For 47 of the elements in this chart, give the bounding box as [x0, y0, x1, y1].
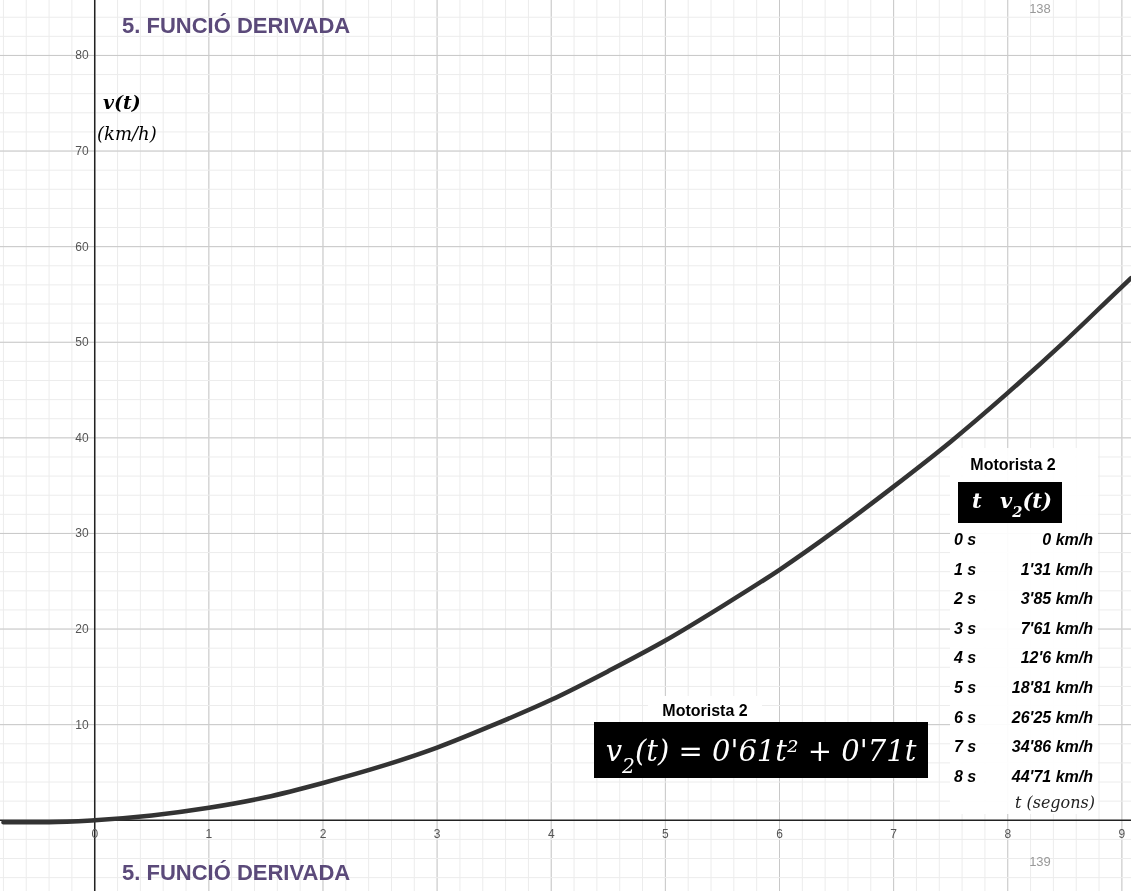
- annotation: 138: [1029, 1, 1051, 16]
- annotation: 12'6 km/h: [1020, 649, 1094, 667]
- y-axis-title: v(t) (km/h): [97, 91, 157, 144]
- annotation: Motorista 2: [662, 702, 748, 719]
- annotation: 6 s: [954, 708, 977, 726]
- x-tick-label: 2: [319, 827, 327, 842]
- y-tick-label: 70: [75, 144, 90, 159]
- annotation: 44'71 km/h: [1010, 767, 1094, 785]
- annotation: 18'81 km/h: [1011, 679, 1094, 696]
- x-tick-label: 9: [1118, 827, 1126, 842]
- annotation: 7'61 km/h: [1020, 619, 1094, 637]
- annotation: 1'31 km/h: [1020, 560, 1094, 578]
- x-tick-label: 8: [1004, 827, 1012, 842]
- y-tick-label: 40: [75, 430, 90, 445]
- annotation: 4 s: [953, 649, 977, 667]
- line-series: [1, 275, 1131, 825]
- annotation: 8 s: [954, 767, 977, 785]
- annotation: 5. FUNCIÓ DERIVADA: [122, 860, 351, 885]
- annotation: 0 s: [954, 531, 977, 548]
- annotation: 3 s: [954, 619, 977, 637]
- x-tick-label: 4: [547, 827, 555, 842]
- annotation: 26'25 km/h: [1010, 708, 1094, 726]
- annotation: v$_{2}$(t): [1000, 488, 1053, 520]
- annotation: 34'86 km/h: [1011, 738, 1094, 756]
- annotation: v$_{2}$(t) = 0'61t² + 0'71t: [605, 734, 917, 778]
- x-tick-label: 5: [662, 827, 670, 842]
- y-tick-label: 80: [75, 48, 90, 63]
- x-tick-label: 1: [205, 827, 213, 842]
- annotation: 0 km/h: [1042, 531, 1094, 548]
- annotation: 1 s: [954, 560, 977, 578]
- x-tick-label: 7: [890, 827, 898, 842]
- annotation: Motorista 2: [970, 456, 1056, 473]
- y-tick-label: 60: [75, 239, 90, 254]
- text: 5. FUNCIÓ DERIVADA: [122, 13, 351, 38]
- annotation: 2 s: [953, 590, 977, 608]
- x-axis-title: t (segons): [1014, 793, 1095, 812]
- x-tick-label: 3: [433, 827, 441, 842]
- y-tick-label: 10: [75, 717, 90, 732]
- annotation: 7 s: [954, 738, 977, 756]
- annotation: 5 s: [954, 679, 977, 696]
- y-tick-label: 20: [75, 622, 90, 637]
- annotation: t: [972, 488, 982, 513]
- y-tick-label: 30: [75, 526, 90, 541]
- y-tick-label: 50: [75, 335, 90, 350]
- annotation: 3'85 km/h: [1020, 590, 1094, 608]
- annotation: 139: [1029, 854, 1051, 869]
- x-tick-label: 6: [776, 827, 784, 842]
